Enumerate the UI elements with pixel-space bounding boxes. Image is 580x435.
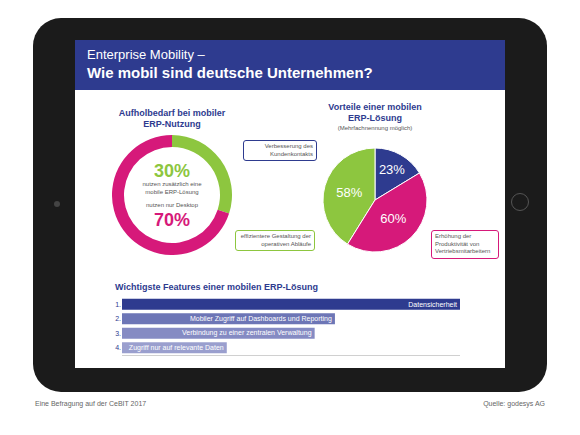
html-text:effizientere Gestaltung der op: effizientere Gestaltung der operativen A… xyxy=(240,233,311,247)
svg-text:Zugriff nur auf relevante Date: Zugriff nur auf relevante Daten xyxy=(129,344,224,352)
html-text:Eine Befragung auf der CeBIT 2: Eine Befragung auf der CeBIT 2017 xyxy=(35,400,147,407)
html-text:Enterprise Mobility –: Enterprise Mobility – xyxy=(87,47,205,62)
html-text:nutzen nur Desktop: nutzen nur Desktop xyxy=(146,202,198,208)
svg-text:Mobiler Zugriff auf Dashboards: Mobiler Zugriff auf Dashboards und Repor… xyxy=(190,315,332,323)
html-text:(Mehrfachnennung möglich): (Mehrfachnennung möglich) xyxy=(337,125,413,131)
html-text:30%: 30% xyxy=(154,161,190,181)
html-text:Vorteile einer mobilen ERP-Lös: Vorteile einer mobilen ERP-Lösung xyxy=(328,102,422,123)
svg-text:58%: 58% xyxy=(336,185,362,200)
svg-text:1.: 1. xyxy=(115,301,121,308)
html-text:Quelle: godesys AG: Quelle: godesys AG xyxy=(483,400,545,407)
html-text:nutzen zusätzlich eine mobile: nutzen zusätzlich eine mobile ERP-Lösung xyxy=(142,181,202,195)
html-text:Aufholbedarf bei mobiler ERP-N: Aufholbedarf bei mobiler ERP-Nutzung xyxy=(118,108,226,129)
html-text:Wie mobil sind deutsche Untern: Wie mobil sind deutsche Unternehmen? xyxy=(87,64,373,81)
svg-text:60%: 60% xyxy=(380,211,406,226)
html-text:Erhöhung der Produktivität von: Erhöhung der Produktivität von Vertriebs… xyxy=(435,233,491,254)
svg-text:3.: 3. xyxy=(115,330,121,337)
svg-text:2.: 2. xyxy=(115,315,121,322)
svg-text:4.: 4. xyxy=(115,344,121,351)
svg-text:23%: 23% xyxy=(379,162,405,177)
svg-text:Verbindung zu einer zentralen: Verbindung zu einer zentralen Verwaltung xyxy=(182,329,312,337)
svg-text:Datensicherheit: Datensicherheit xyxy=(408,301,457,308)
html-text:Verbesserung des Kundenkontakt: Verbesserung des Kundenkontakts xyxy=(264,143,313,157)
html-text:70%: 70% xyxy=(154,209,190,230)
html-text:Wichtigste Features einer mobi: Wichtigste Features einer mobilen ERP-Lö… xyxy=(115,282,318,292)
